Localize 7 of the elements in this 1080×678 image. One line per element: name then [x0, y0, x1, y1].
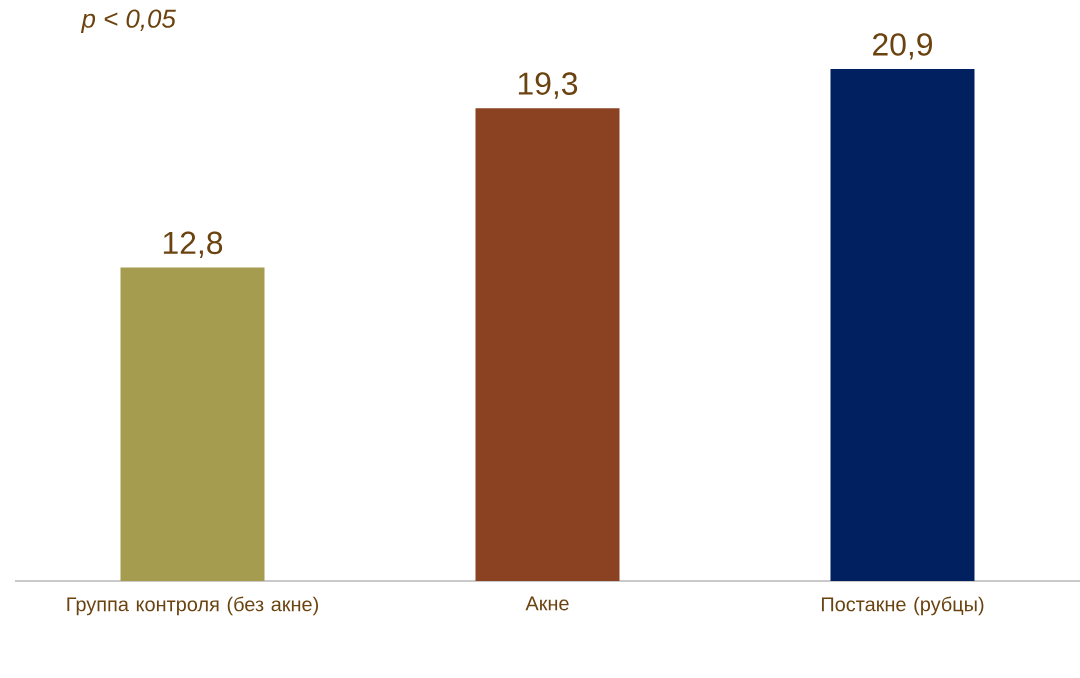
data-label: 20,9: [873, 33, 932, 60]
data-label: 12,8: [163, 231, 223, 258]
data-label: 19,3: [518, 72, 578, 99]
x-tick-label: Группа контроля (без акне): [67, 596, 319, 616]
x-tick-label: Постакне (рубцы): [821, 596, 984, 616]
text: p < 0,05: [80, 9, 176, 33]
x-tick-label: Акне: [525, 596, 569, 611]
